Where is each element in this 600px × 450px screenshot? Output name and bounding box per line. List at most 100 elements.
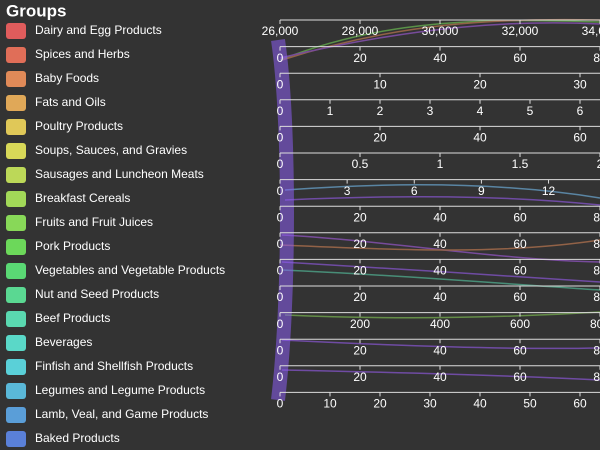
legend-swatch[interactable] — [6, 311, 26, 327]
tick-label: 20 — [353, 264, 367, 278]
tick-label: 60 — [513, 51, 527, 65]
tick-label: 0 — [277, 317, 284, 331]
legend-swatch[interactable] — [6, 191, 26, 207]
tick-label: 10 — [323, 397, 337, 411]
tick-label: 6 — [577, 104, 584, 118]
tick-label: 0 — [277, 77, 284, 91]
tick-label: 20 — [353, 370, 367, 384]
tick-label: 80 — [593, 290, 600, 304]
tick-label: 60 — [513, 264, 527, 278]
legend-label[interactable]: Beverages — [35, 335, 92, 349]
tick-label: 3 — [344, 184, 351, 198]
tick-label: 0 — [277, 104, 284, 118]
tick-label: 2 — [597, 157, 600, 171]
tick-label: 80 — [593, 343, 600, 357]
tick-label: 40 — [433, 210, 447, 224]
tick-label: 30 — [423, 397, 437, 411]
legend-swatch[interactable] — [6, 263, 26, 279]
tick-label: 0.5 — [352, 157, 369, 171]
tick-label: 40 — [433, 343, 447, 357]
tick-label: 20 — [373, 397, 387, 411]
legend-swatch[interactable] — [6, 335, 26, 351]
legend-label[interactable]: Fruits and Fruit Juices — [35, 215, 153, 229]
tick-label: 3 — [427, 104, 434, 118]
tick-label: 80 — [593, 51, 600, 65]
tick-label: 50 — [523, 397, 537, 411]
tick-label: 2 — [377, 104, 384, 118]
tick-label: 80 — [593, 370, 600, 384]
legend-swatch[interactable] — [6, 359, 26, 375]
tick-label: 200 — [350, 317, 370, 331]
tick-label: 6 — [411, 184, 418, 198]
tick-label: 80 — [593, 264, 600, 278]
legend-swatch[interactable] — [6, 239, 26, 255]
tick-label: 26,000 — [262, 24, 299, 38]
legend-label[interactable]: Finfish and Shellfish Products — [35, 359, 193, 373]
tick-label: 32,000 — [502, 24, 539, 38]
legend-swatch[interactable] — [6, 431, 26, 447]
tick-label: 40 — [433, 264, 447, 278]
legend-label[interactable]: Dairy and Egg Products — [35, 23, 162, 37]
tick-label: 80 — [593, 210, 600, 224]
tick-label: 20 — [373, 131, 387, 145]
legend-label[interactable]: Poultry Products — [35, 119, 123, 133]
legend-label[interactable]: Breakfast Cereals — [35, 191, 130, 205]
tick-label: 0 — [277, 51, 284, 65]
tick-label: 1 — [327, 104, 334, 118]
legend-swatch[interactable] — [6, 407, 26, 423]
tick-label: 1.5 — [512, 157, 529, 171]
legend-label[interactable]: Beef Products — [35, 311, 110, 325]
legend-label[interactable]: Lamb, Veal, and Game Products — [35, 407, 208, 421]
tick-label: 20 — [353, 51, 367, 65]
tick-label: 40 — [433, 290, 447, 304]
legend-swatch[interactable] — [6, 119, 26, 135]
tick-label: 60 — [513, 343, 527, 357]
legend-swatch[interactable] — [6, 287, 26, 303]
legend-label[interactable]: Baked Products — [35, 431, 120, 445]
legend-swatch[interactable] — [6, 95, 26, 111]
legend-label[interactable]: Pork Products — [35, 239, 110, 253]
legend-label[interactable]: Vegetables and Vegetable Products — [35, 263, 225, 277]
tick-label: 600 — [510, 317, 530, 331]
tick-label: 80 — [593, 237, 600, 251]
legend-swatch[interactable] — [6, 167, 26, 183]
tick-label: 0 — [277, 343, 284, 357]
tick-label: 40 — [473, 397, 487, 411]
legend-swatch[interactable] — [6, 71, 26, 87]
legend-swatch[interactable] — [6, 215, 26, 231]
tick-label: 20 — [353, 210, 367, 224]
tick-label: 0 — [277, 184, 284, 198]
tick-label: 0 — [277, 264, 284, 278]
legend-label[interactable]: Soups, Sauces, and Gravies — [35, 143, 187, 157]
legend-label[interactable]: Sausages and Luncheon Meats — [35, 167, 204, 181]
tick-label: 20 — [353, 237, 367, 251]
legend-label[interactable]: Baby Foods — [35, 71, 99, 85]
legend-swatch[interactable] — [6, 143, 26, 159]
legend-title: Groups — [6, 1, 66, 20]
tick-label: 0 — [277, 290, 284, 304]
tick-label: 10 — [373, 77, 387, 91]
legend-label[interactable]: Nut and Seed Products — [35, 287, 159, 301]
tick-label: 40 — [473, 131, 487, 145]
tick-label: 12 — [542, 184, 556, 198]
legend-swatch[interactable] — [6, 23, 26, 39]
legend-swatch[interactable] — [6, 383, 26, 399]
tick-label: 0 — [277, 237, 284, 251]
legend-swatch[interactable] — [6, 47, 26, 63]
legend-label[interactable]: Spices and Herbs — [35, 47, 130, 61]
tick-label: 400 — [430, 317, 450, 331]
tick-label: 20 — [353, 290, 367, 304]
tick-label: 34,000 — [582, 24, 600, 38]
tick-label: 1 — [437, 157, 444, 171]
tick-label: 60 — [513, 237, 527, 251]
lines-bundle — [271, 38, 294, 401]
tick-label: 20 — [473, 77, 487, 91]
tick-label: 60 — [573, 397, 587, 411]
legend-label[interactable]: Fats and Oils — [35, 95, 106, 109]
legend-label[interactable]: Legumes and Legume Products — [35, 383, 205, 397]
tick-label: 30 — [573, 77, 587, 91]
tick-label: 0 — [277, 210, 284, 224]
tick-label: 4 — [477, 104, 484, 118]
tick-label: 800 — [590, 317, 600, 331]
tick-label: 40 — [433, 237, 447, 251]
